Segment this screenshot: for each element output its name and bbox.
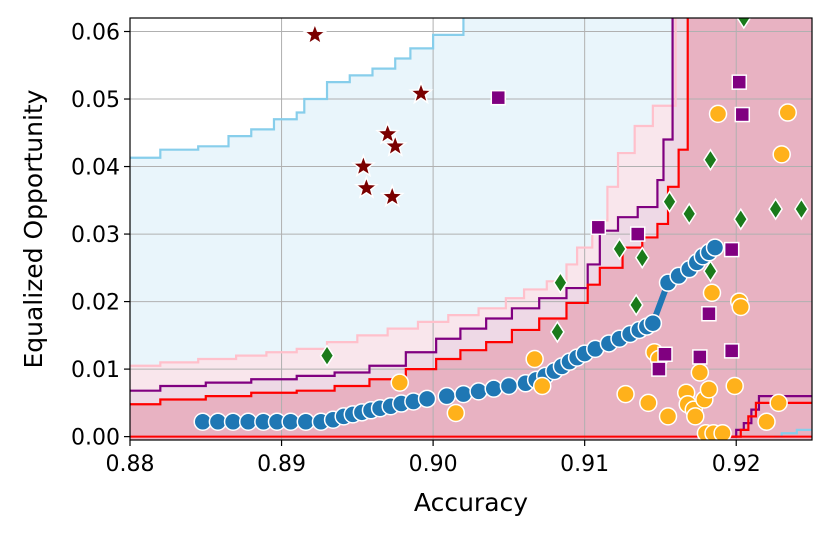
- y-tick-label: 0.00: [71, 426, 120, 451]
- diamond-point: [549, 320, 565, 344]
- diamond-point: [768, 197, 784, 221]
- diamond-point: [634, 246, 650, 270]
- star-point: [379, 183, 405, 208]
- circle-point: [643, 313, 663, 333]
- plot-frame: [129, 17, 813, 441]
- circle-point: [713, 424, 732, 440]
- diamond-point: [793, 197, 809, 221]
- star-point: [350, 153, 376, 178]
- square-point: [657, 346, 673, 362]
- square-point: [723, 241, 740, 258]
- circle-point: [469, 382, 488, 401]
- front-line: [728, 401, 812, 438]
- star-point: [353, 175, 379, 199]
- square-point: [629, 226, 646, 242]
- y-axis-label: Equalized Opportunity: [19, 89, 48, 368]
- diamond-point: [703, 259, 718, 283]
- diamond-point: [662, 190, 677, 214]
- circle-point: [390, 373, 410, 392]
- circle-point: [769, 393, 788, 413]
- circle-point: [639, 393, 658, 413]
- star-point: [408, 80, 434, 105]
- circle-point: [699, 380, 719, 399]
- square-point: [723, 343, 740, 359]
- star-point: [302, 21, 328, 46]
- circle-point: [532, 376, 552, 396]
- square-point: [731, 74, 748, 90]
- circle-point: [702, 283, 722, 303]
- y-tick-label: 0.03: [71, 223, 120, 248]
- y-tick-label: 0.04: [71, 156, 120, 181]
- square-point: [692, 349, 708, 365]
- x-axis-label: Accuracy: [414, 488, 528, 517]
- circle-point: [725, 376, 744, 396]
- circle-point: [616, 384, 635, 404]
- diamond-point: [681, 202, 697, 226]
- circle-point: [778, 103, 798, 122]
- star-point: [382, 133, 408, 157]
- x-tick-label: 0.91: [560, 452, 609, 477]
- circle-point: [690, 363, 710, 382]
- circle-point: [437, 386, 457, 406]
- circle-point: [446, 403, 466, 423]
- circle-point: [772, 145, 791, 164]
- front-line: [130, 18, 674, 392]
- diamond-point: [628, 293, 644, 317]
- circle-point: [525, 349, 544, 369]
- y-tick-label: 0.06: [71, 21, 120, 46]
- diamond-point: [612, 237, 627, 261]
- square-point: [490, 89, 507, 106]
- axis-ticks: 0.88 0.89 0.90 0.91 0.92 0.00 0.01 0.02 0.03 0.04…: [71, 21, 761, 477]
- front-line: [130, 18, 689, 406]
- y-tick-label: 0.01: [71, 358, 120, 383]
- front-line: [130, 18, 677, 367]
- circle-point: [705, 238, 725, 257]
- diamond-point: [736, 18, 752, 30]
- circle-point: [731, 297, 751, 317]
- square-point: [651, 361, 667, 377]
- square-point: [734, 106, 751, 123]
- square-point: [701, 305, 717, 322]
- circle-point: [417, 389, 437, 409]
- x-tick-label: 0.88: [106, 452, 155, 477]
- circle-point: [757, 412, 776, 432]
- circle-point: [454, 384, 473, 404]
- circle-point: [708, 104, 728, 124]
- circle-point: [658, 407, 678, 426]
- x-tick-label: 0.89: [257, 452, 306, 477]
- front-lines: [130, 18, 812, 438]
- x-tick-label: 0.92: [712, 452, 761, 477]
- circle-point: [484, 379, 503, 398]
- x-tick-label: 0.90: [409, 452, 458, 477]
- circle-point: [686, 407, 705, 426]
- square-point: [590, 219, 607, 236]
- circle-point: [499, 376, 519, 396]
- diamond-point: [319, 344, 335, 367]
- y-tick-label: 0.05: [71, 88, 120, 113]
- star-point: [375, 120, 401, 145]
- diamond-point: [553, 271, 568, 295]
- y-tick-label: 0.02: [71, 291, 120, 316]
- front-line: [130, 18, 465, 159]
- diamond-point: [703, 148, 718, 172]
- diamond-point: [733, 207, 749, 231]
- front-fills: [130, 18, 812, 440]
- data-points: [193, 18, 809, 440]
